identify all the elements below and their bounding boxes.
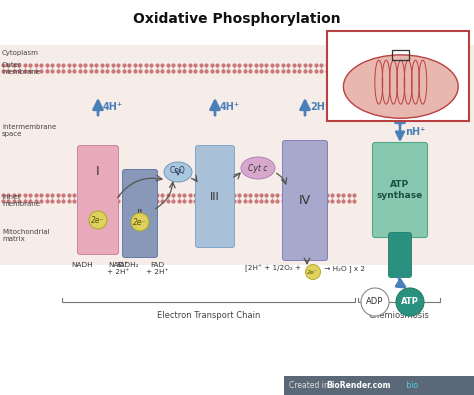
Text: 4H⁺: 4H⁺ bbox=[103, 102, 123, 111]
FancyBboxPatch shape bbox=[122, 169, 157, 258]
Text: ATP
synthase: ATP synthase bbox=[377, 180, 423, 200]
Text: Oxidative Phosphorylation: Oxidative Phosphorylation bbox=[133, 12, 341, 26]
FancyBboxPatch shape bbox=[195, 145, 235, 248]
Text: 4H⁺: 4H⁺ bbox=[220, 102, 240, 111]
Text: I: I bbox=[96, 165, 100, 178]
Text: Electron Transport Chain: Electron Transport Chain bbox=[157, 311, 260, 320]
Text: NAD⁺
+ 2H⁺: NAD⁺ + 2H⁺ bbox=[107, 262, 129, 275]
Text: BioRender.com: BioRender.com bbox=[326, 381, 391, 390]
Text: 2H⁺: 2H⁺ bbox=[310, 102, 330, 111]
Ellipse shape bbox=[343, 55, 458, 118]
Text: NADH: NADH bbox=[71, 262, 93, 268]
Text: III: III bbox=[210, 192, 220, 201]
Text: Cyt c: Cyt c bbox=[248, 164, 268, 173]
Text: FAD
+ 2H⁺: FAD + 2H⁺ bbox=[146, 262, 168, 275]
Text: nH⁺: nH⁺ bbox=[405, 113, 425, 123]
Ellipse shape bbox=[241, 157, 275, 179]
Text: [2H⁺ + 1/2O₂ +: [2H⁺ + 1/2O₂ + bbox=[245, 265, 303, 273]
FancyBboxPatch shape bbox=[283, 141, 328, 260]
FancyBboxPatch shape bbox=[0, 45, 474, 265]
Text: IV: IV bbox=[299, 194, 311, 207]
Text: Cytoplasm: Cytoplasm bbox=[2, 50, 39, 56]
FancyBboxPatch shape bbox=[78, 145, 118, 254]
Text: Created in: Created in bbox=[289, 381, 331, 390]
Text: Intermembrane
space: Intermembrane space bbox=[2, 124, 56, 137]
Text: ADP: ADP bbox=[366, 297, 383, 307]
Circle shape bbox=[89, 211, 107, 229]
Text: Inner
membrane: Inner membrane bbox=[2, 194, 40, 207]
Text: CoQ: CoQ bbox=[170, 166, 186, 175]
Text: 2e⁻: 2e⁻ bbox=[91, 216, 105, 224]
Text: Outer
membrane: Outer membrane bbox=[2, 62, 40, 75]
Text: FADH₂: FADH₂ bbox=[116, 262, 138, 268]
Text: Chemiosmosis: Chemiosmosis bbox=[369, 311, 429, 320]
FancyBboxPatch shape bbox=[373, 143, 428, 237]
Circle shape bbox=[306, 265, 320, 280]
Text: ATP: ATP bbox=[401, 297, 419, 307]
Ellipse shape bbox=[164, 162, 192, 182]
Text: II: II bbox=[137, 209, 143, 218]
Text: 2e⁻: 2e⁻ bbox=[133, 218, 147, 226]
FancyBboxPatch shape bbox=[327, 31, 469, 121]
Circle shape bbox=[361, 288, 389, 316]
FancyBboxPatch shape bbox=[389, 233, 411, 278]
Text: nH⁺: nH⁺ bbox=[405, 127, 425, 137]
Circle shape bbox=[131, 213, 149, 231]
FancyBboxPatch shape bbox=[284, 376, 474, 395]
Text: → H₂O ] x 2: → H₂O ] x 2 bbox=[322, 265, 365, 272]
Circle shape bbox=[396, 288, 424, 316]
Text: 2e⁻: 2e⁻ bbox=[308, 269, 319, 275]
Text: Mitochondrial
matrix: Mitochondrial matrix bbox=[2, 228, 50, 241]
Text: bio: bio bbox=[404, 381, 418, 390]
